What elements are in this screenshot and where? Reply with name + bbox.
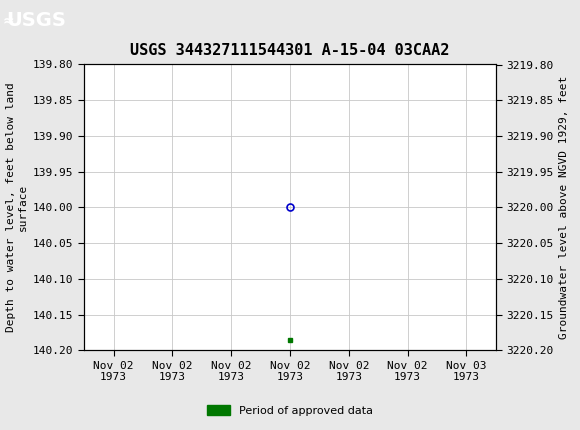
Text: USGS: USGS [6, 11, 66, 30]
Legend: Period of approved data: Period of approved data [203, 400, 377, 420]
Title: USGS 344327111544301 A-15-04 03CAA2: USGS 344327111544301 A-15-04 03CAA2 [130, 43, 450, 58]
Y-axis label: Depth to water level, feet below land
surface: Depth to water level, feet below land su… [6, 83, 28, 332]
Text: ≈: ≈ [3, 13, 14, 28]
Y-axis label: Groundwater level above NGVD 1929, feet: Groundwater level above NGVD 1929, feet [559, 76, 569, 339]
